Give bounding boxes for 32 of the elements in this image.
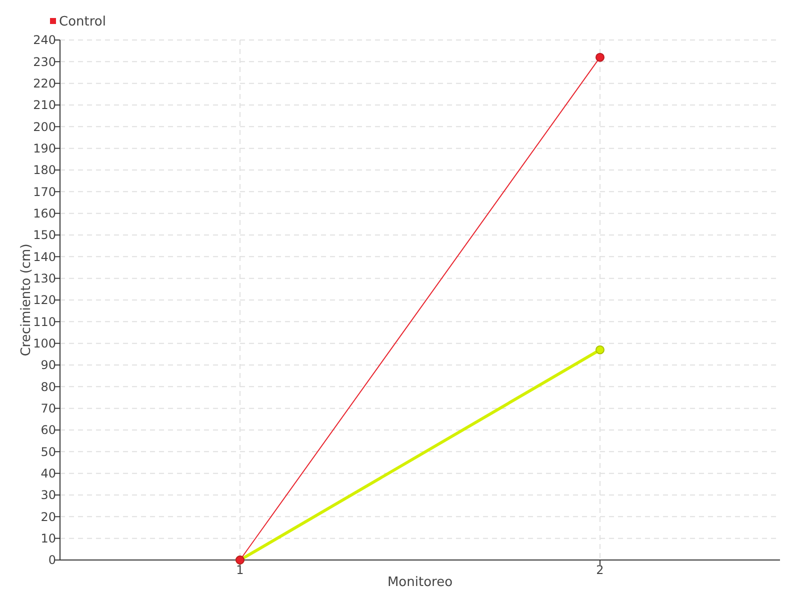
y-tick-label: 180 — [33, 163, 56, 178]
legend-label: Control — [59, 14, 106, 30]
y-tick-label: 190 — [33, 142, 56, 156]
x-tick-label: 2 — [596, 563, 604, 577]
y-tick-label: 120 — [33, 293, 56, 308]
y-tick-label: 100 — [33, 336, 56, 351]
x-tick-label: 1 — [236, 563, 244, 577]
x-axis-title: Monitoreo — [387, 575, 453, 590]
y-tick-label: 200 — [33, 120, 56, 134]
point — [596, 345, 604, 354]
y-tick-label: 140 — [33, 250, 56, 264]
y-tick-label: 130 — [33, 272, 56, 286]
y-tick-label: 220 — [33, 76, 56, 91]
y-tick-label: 110 — [33, 314, 56, 329]
y-tick-label: 50 — [40, 444, 56, 459]
y-tick-label: 240 — [33, 33, 56, 48]
y-tick-label: 20 — [40, 510, 56, 524]
y-tick-label: 210 — [33, 98, 56, 112]
y-axis-title: Crecimiento (cm) — [19, 244, 34, 356]
y-tick-label: 70 — [40, 402, 56, 416]
point — [596, 52, 604, 62]
y-tick-label: 150 — [33, 228, 56, 242]
y-tick-label: 0 — [48, 553, 56, 568]
y-tick-label: 90 — [40, 358, 56, 372]
y-tick-label: 40 — [40, 466, 56, 481]
y-tick-label: 80 — [40, 380, 56, 394]
y-tick-label: 30 — [40, 488, 56, 502]
y-tick-label: 10 — [40, 532, 56, 546]
y-tick-label: 160 — [33, 206, 56, 221]
y-tick-label: 170 — [33, 184, 56, 199]
y-tick-label: 60 — [40, 423, 56, 438]
y-tick-label: 230 — [33, 54, 56, 69]
